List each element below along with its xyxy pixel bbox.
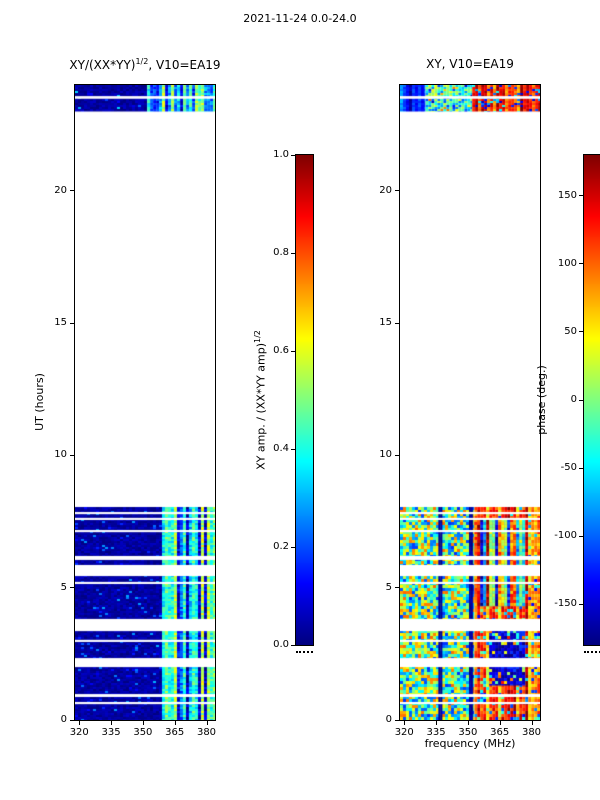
phase-colorbar-gradient [584,155,600,645]
colorbar-tick-mark [579,195,583,197]
x-tick-mark [206,721,208,725]
x-tick-mark [142,721,144,725]
amp-ratio-heatmap [75,85,215,720]
x-tick-mark [531,721,533,725]
amp-colorbar-label: XY amp. / (XX*YY amp)1/2 [249,250,268,550]
y-tick-mark [70,719,74,721]
x-tick-label: 320 [394,727,414,738]
phase-colorbar [583,154,600,646]
left-panel-title-suffix: , V10=EA19 [148,58,221,72]
x-tick-mark [467,721,469,725]
colorbar-tick-mark [291,644,295,646]
x-tick-label: 335 [101,727,121,738]
colorbar-tick-mark [579,399,583,401]
x-tick-mark [404,721,406,725]
amp-colorbar-label-superscript: 1/2 [253,330,262,343]
y-tick-mark [395,190,399,192]
y-tick-label: 0 [385,714,392,725]
colorbar-tick-label: 100 [557,257,577,269]
y-tick-label: 15 [54,317,67,329]
y-tick-label: 10 [379,449,392,461]
colorbar-tick-label: -100 [554,530,577,542]
amp-colorbar [295,154,314,646]
x-tick-label: 380 [196,727,217,738]
colorbar-tick-mark [579,603,583,605]
y-tick-label: 15 [379,317,392,329]
colorbar-tick-mark [579,467,583,469]
y-tick-mark [395,454,399,456]
colorbar-tick-mark [291,546,295,548]
x-tick-mark [111,721,113,725]
colorbar-tick-label: 0.0 [273,639,289,650]
colorbar-tick-label: 0.6 [273,345,289,356]
x-tick-label: 365 [490,727,510,738]
colorbar-tick-mark [291,154,295,156]
y-tick-mark [70,190,74,192]
x-axis-label: frequency (MHz) [424,737,516,750]
left-panel-title-text: XY/(XX*YY) [69,58,136,72]
colorbar-tick-label: -50 [560,462,577,474]
right-heatmap-axes [399,84,541,721]
amp-colorbar-gradient [296,155,313,645]
x-tick-mark [79,721,81,725]
right-panel-title: XY, V10=EA19 [426,57,514,71]
colorbar-tick-label: 0.4 [273,443,289,454]
x-tick-label: 350 [458,727,478,738]
left-y-axis-label: UT (hours) [33,373,46,431]
colorbar-tick-label: 1.0 [273,149,289,160]
x-tick-label: 365 [165,727,185,738]
y-tick-label: 5 [385,581,392,593]
y-tick-label: 0 [60,714,67,725]
x-tick-mark [174,721,176,725]
left-panel-title-superscript: 1/2 [135,57,149,66]
y-tick-label: 20 [54,184,67,196]
x-tick-label: 320 [69,727,89,738]
colorbar-tick-label: 0.8 [273,247,289,258]
colorbar-tick-label: 0 [570,394,577,405]
x-tick-label: 380 [521,727,542,738]
y-tick-mark [395,587,399,589]
amp-colorbar-extend-dashes [296,651,313,653]
colorbar-tick-mark [291,448,295,450]
left-panel-title: XY/(XX*YY)1/2, V10=EA19 [35,57,255,72]
colorbar-tick-label: 50 [564,325,577,337]
x-tick-mark [499,721,501,725]
y-tick-mark [395,719,399,721]
colorbar-tick-mark [291,252,295,254]
phase-heatmap [400,85,540,720]
colorbar-tick-mark [579,331,583,333]
y-tick-label: 5 [60,581,67,593]
y-tick-mark [70,587,74,589]
x-tick-label: 350 [133,727,153,738]
y-tick-mark [395,322,399,324]
y-tick-mark [70,322,74,324]
figure-title: 2021-11-24 0.0-24.0 [243,12,357,25]
colorbar-tick-label: -150 [554,598,577,610]
y-tick-label: 20 [379,184,392,196]
x-tick-mark [436,721,438,725]
colorbar-tick-label: 0.2 [273,541,289,552]
left-heatmap-axes [74,84,216,721]
y-tick-label: 10 [54,449,67,461]
colorbar-tick-mark [291,350,295,352]
phase-colorbar-extend-dashes [584,651,600,653]
colorbar-tick-label: 150 [557,189,577,201]
colorbar-tick-mark [579,263,583,265]
y-tick-mark [70,454,74,456]
x-tick-label: 335 [426,727,446,738]
colorbar-tick-mark [579,535,583,537]
